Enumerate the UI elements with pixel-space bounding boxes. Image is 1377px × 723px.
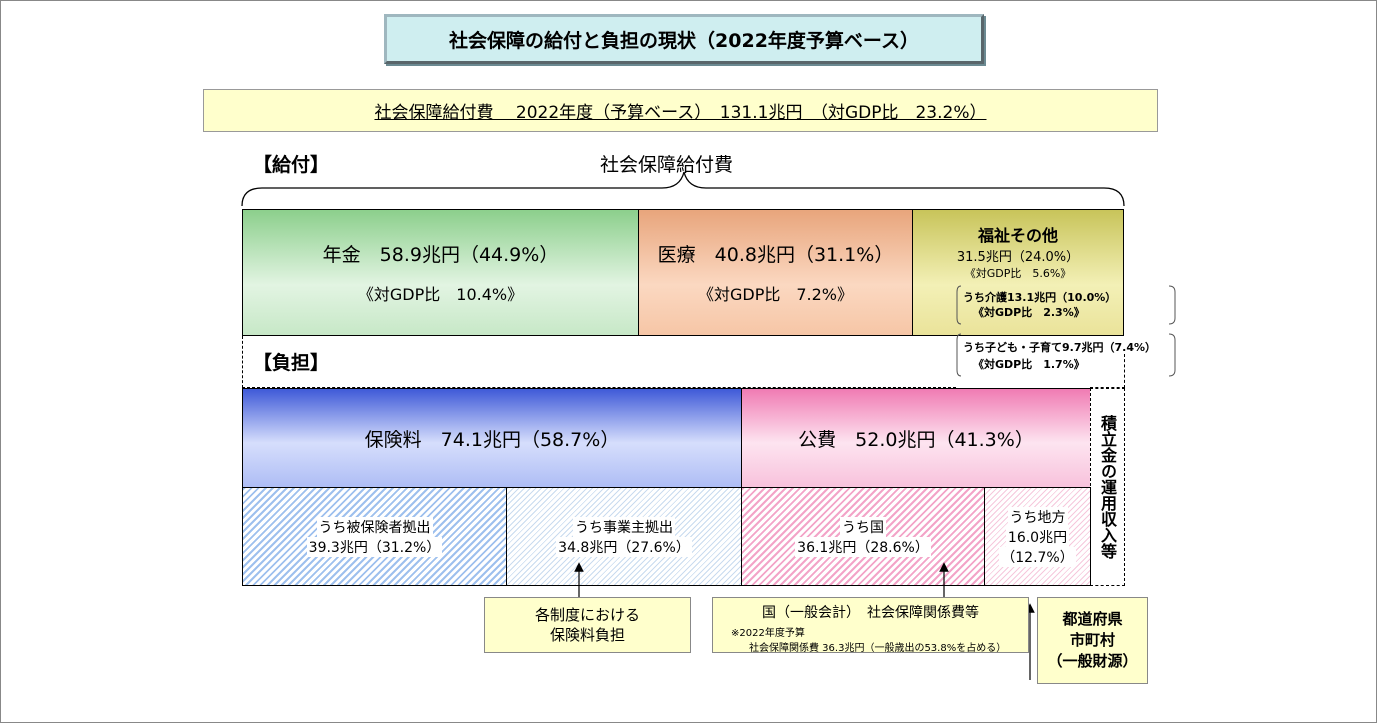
insured-label: うち被保険者拠出 [316,516,433,537]
child-gdp: 《対GDP比 1.7%》 [973,358,1085,371]
insured-amount: 39.3兆円（31.2%） [306,536,443,557]
care-gdp: 《対GDP比 2.3%》 [973,306,1085,319]
medical-amount: 医療 40.8兆円（31.1%） [657,244,894,266]
public-box: 公費 52.0兆円（41.3%） [741,388,1091,488]
page-title: 社会保障の給付と負担の現状（2022年度予算ベース） [384,14,984,64]
care-breakdown: うち介護13.1兆円（10.0%） 《対GDP比 2.3%》 [963,290,1116,320]
title-text: 社会保障の給付と負担の現状（2022年度予算ベース） [449,29,919,52]
benefits-brace [241,171,1125,207]
insurance-amount: 保険料 74.1兆円（58.7%） [364,428,620,451]
local-amount: 16.0兆円 [1005,526,1070,547]
public-amount: 公費 52.0兆円（41.3%） [798,428,1034,451]
medical-gdp: 《対GDP比 7.2%》 [697,285,854,304]
burden-label: 【負担】 [253,352,330,374]
care-amount: うち介護13.1兆円（10.0%） [963,291,1117,304]
benefits-label: 【給付】 [253,154,330,176]
local-box: うち地方 16.0兆円 （12.7%） [984,487,1091,586]
insured-box: うち被保険者拠出 39.3兆円（31.2%） [242,487,507,586]
national-note-line3: 社会保障関係費 36.3兆円（一般歳出の53.8%を占める） [749,643,1007,654]
local-note-line3: （一般財源） [1047,652,1138,670]
national-box: うち国 36.1兆円（28.6%） [741,487,985,586]
local-note-line1: 都道府県 [1062,610,1123,628]
pension-gdp: 《対GDP比 10.4%》 [357,285,524,304]
premium-note-line1: 各制度における [534,606,640,624]
child-breakdown: うち子ども・子育て9.7兆円（7.4%） 《対GDP比 1.7%》 [963,339,1156,373]
national-label: うち国 [840,516,886,537]
local-note-line2: 市町村 [1069,631,1115,649]
welfare-title: 福祉その他 [977,226,1058,245]
reserve-box: 積立金の運用収入等 [1090,388,1125,586]
reserve-text: 積立金の運用収入等 [1098,415,1117,559]
summary-text: 社会保障給付費 2022年度（予算ベース） 131.1兆円 （対GDP比 23.… [374,103,987,123]
national-amount: 36.1兆円（28.6%） [795,536,931,557]
national-note-line1: 国（一般会計） 社会保障関係費等 [762,605,979,621]
national-note-line2: ※2022年度予算 [731,628,805,639]
local-share: （12.7%） [999,546,1076,567]
medical-box: 医療 40.8兆円（31.1%） 《対GDP比 7.2%》 [638,209,913,336]
child-amount: うち子ども・子育て9.7兆円（7.4%） [963,341,1156,354]
premium-note-line2: 保険料負担 [549,626,625,644]
employer-label: うち事業主拠出 [573,516,675,537]
brace-label: 社会保障給付費 [600,154,734,176]
local-note: 都道府県 市町村 （一般財源） [1037,597,1148,684]
welfare-box: 福祉その他 31.5兆円（24.0%） 《対GDP比 5.6%》 [912,209,1124,336]
local-label: うち地方 [1007,506,1068,527]
welfare-amount: 31.5兆円（24.0%） [956,250,1080,265]
burden-label-area [242,336,956,388]
reserve-connector [1090,354,1125,388]
pension-box: 年金 58.9兆円（44.9%） 《対GDP比 10.4%》 [242,209,639,336]
summary-banner: 社会保障給付費 2022年度（予算ベース） 131.1兆円 （対GDP比 23.… [203,89,1158,132]
insurance-box: 保険料 74.1兆円（58.7%） [242,388,742,488]
welfare-sub-brackets [956,285,1176,377]
premium-note: 各制度における 保険料負担 [484,597,691,653]
pension-amount: 年金 58.9兆円（44.9%） [322,244,559,266]
employer-amount: 34.8兆円（27.6%） [556,536,692,557]
national-note: 国（一般会計） 社会保障関係費等 ※2022年度予算 社会保障関係費 36.3兆… [712,597,1029,654]
employer-box: うち事業主拠出 34.8兆円（27.6%） [506,487,742,586]
welfare-gdp: 《対GDP比 5.6%》 [964,267,1072,280]
